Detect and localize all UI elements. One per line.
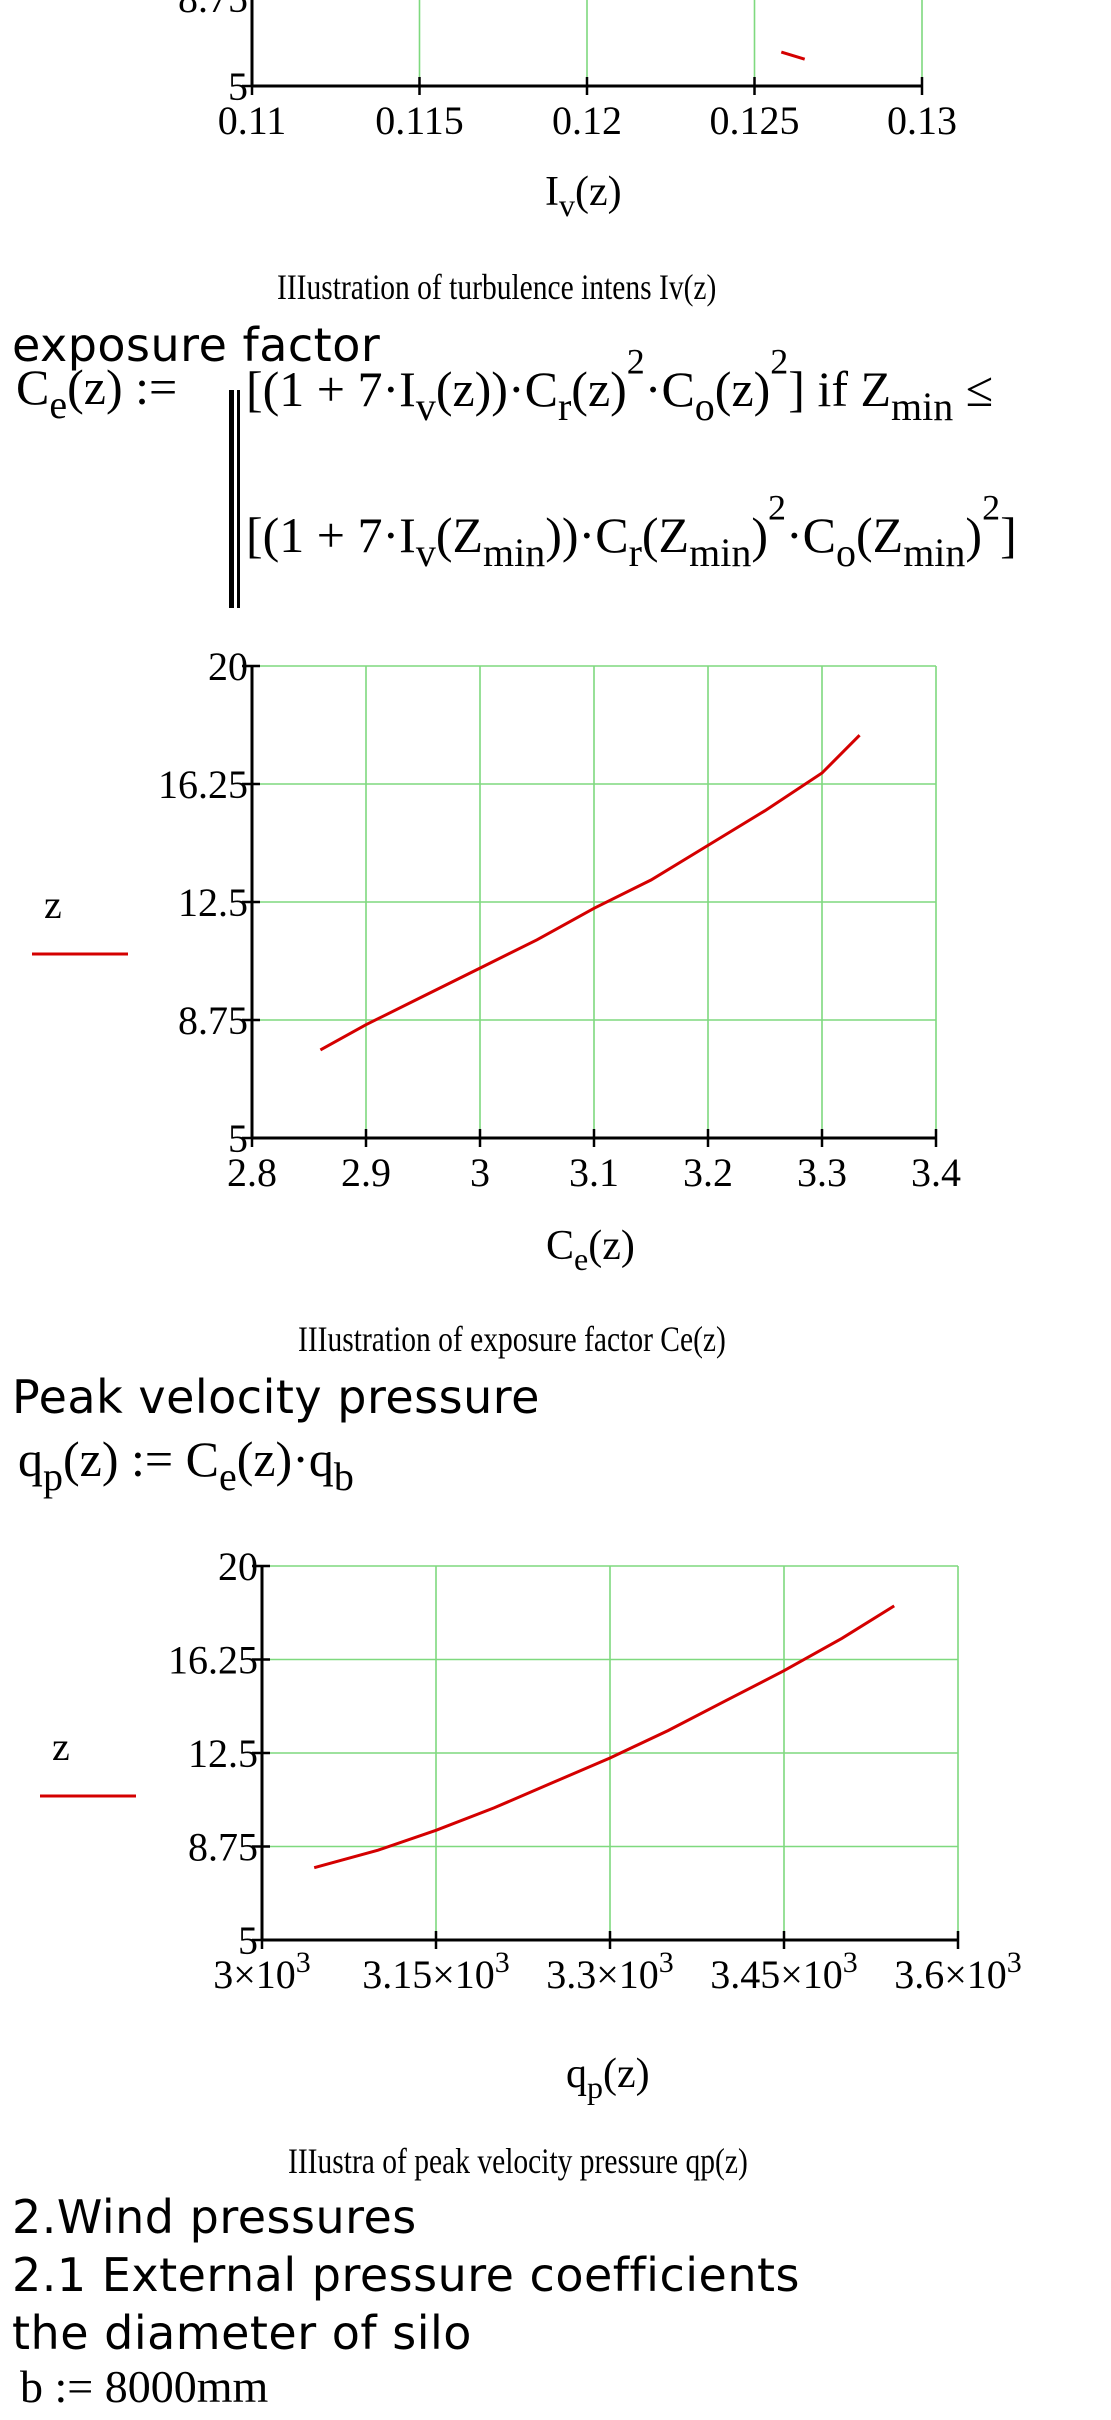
legend-label: z: [52, 1724, 70, 1769]
x-tick-label: 3: [470, 1150, 490, 1195]
y-tick-label: 8.75: [178, 998, 248, 1043]
chart3-x-label: qp(z): [566, 2051, 650, 2106]
x-tick-label: 3.1: [569, 1150, 619, 1195]
x-tick-label: 3.3×103: [546, 1946, 674, 1997]
external-pressure-heading: 2.1 External pressure coefficients: [12, 2248, 800, 2302]
chart2-caption: IIIustration of exposure factor Ce(z): [298, 1319, 726, 1359]
x-tick-label: 0.11: [218, 98, 287, 143]
ce-formula-case-2: [(1 + 7·Iv(Zmin))·Cr(Zmin)2·Co(Zmin)2]: [246, 487, 1017, 575]
exposure-factor-heading: exposure factor: [12, 318, 381, 372]
chart3-caption: IIIustra of peak velocity pressure qp(z): [288, 2141, 748, 2181]
x-tick-label: 0.13: [887, 98, 957, 143]
series-line-z: [780, 50, 806, 61]
x-tick-label: 3.15×103: [362, 1946, 510, 1997]
ce-formula-case-1: [(1 + 7·Iv(z))·Cr(z)2·Co(z)2] if Zmin ≤: [246, 341, 994, 429]
piecewise-bar-1: [229, 390, 234, 608]
piecewise-bar-2: [237, 390, 240, 608]
x-tick-label: 3.45×103: [710, 1946, 858, 1997]
x-tick-label: 3.4: [911, 1150, 961, 1195]
x-tick-exponent: 3: [1007, 1946, 1022, 1979]
peak-velocity-chart: 3×103 3.15×103 3.3×103 3.45×103 3.6×103 5 8.75…: [40, 1544, 1022, 1997]
x-tick-label: 3.6×103: [894, 1946, 1022, 1997]
legend-label: z: [44, 882, 62, 927]
y-tick-label: 20: [208, 644, 248, 689]
x-tick-label: 3.2: [683, 1150, 733, 1195]
b-formula: b := 8000mm: [20, 2361, 269, 2412]
x-tick-label: 0.115: [375, 98, 464, 143]
peak-velocity-heading: Peak velocity pressure: [12, 1370, 540, 1424]
y-tick-label: 16.25: [158, 762, 248, 807]
x-tick-exponent: 3: [659, 1946, 674, 1979]
qp-formula: qp(z) := Ce(z)·qb: [18, 1431, 354, 1499]
wind-pressures-heading: 2.Wind pressures: [12, 2190, 417, 2244]
chart1-caption: IIIustration of turbulence intens Iv(z): [277, 267, 717, 307]
y-tick-label: 16.25: [168, 1638, 258, 1683]
y-tick-label: 20: [218, 1544, 258, 1589]
x-tick-label: 2.8: [227, 1150, 277, 1195]
x-tick-label: 0.12: [552, 98, 622, 143]
x-tick-exponent: 3: [843, 1946, 858, 1979]
y-tick-label: 5: [238, 1918, 258, 1963]
y-tick-label: 5: [228, 1116, 248, 1161]
x-tick-exponent: 3: [495, 1946, 510, 1979]
chart2-x-label: Ce(z): [546, 1223, 635, 1278]
y-tick-label: 8.75: [188, 1825, 258, 1870]
series-line-z: [319, 734, 861, 1052]
series-line-z: [313, 1604, 895, 1870]
x-tick-exponent: 3: [296, 1946, 311, 1979]
x-tick-label: 3.3: [797, 1150, 847, 1195]
exposure-factor-chart: 2.8 2.9 3 3.1 3.2 3.3 3.4 5 8.75 12.5 16.25 20 z: [32, 644, 961, 1195]
silo-diameter-heading: the diameter of silo: [12, 2306, 472, 2360]
y-tick-label-partial: 8.75: [178, 0, 248, 21]
x-tick-label: 2.9: [341, 1150, 391, 1195]
y-tick-label: 5: [228, 64, 248, 109]
x-tick-label: 0.125: [710, 98, 800, 143]
y-tick-label: 12.5: [188, 1731, 258, 1776]
chart1-x-label: Iv(z): [545, 169, 622, 224]
ce-formula-lhs: Ce(z) :=: [16, 359, 178, 427]
turbulence-chart: 0.11 0.115 0.12 0.125 0.13 5 8.75: [178, 0, 957, 143]
y-tick-label: 12.5: [178, 880, 248, 925]
x-tick-label: 3×103: [213, 1946, 311, 1997]
